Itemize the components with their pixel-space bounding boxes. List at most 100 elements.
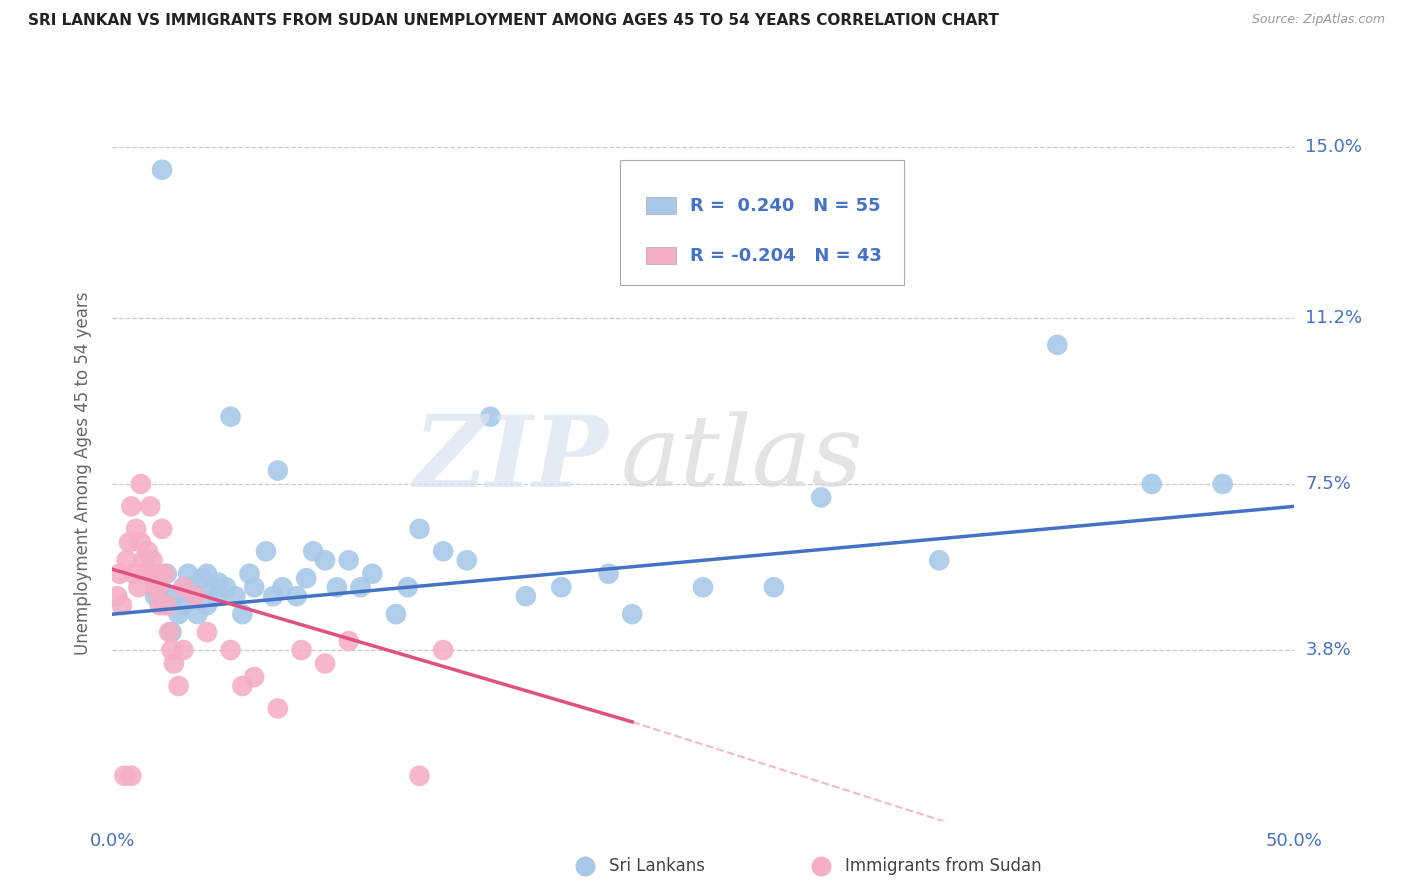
Point — [105, 589, 128, 603]
Point — [156, 566, 179, 581]
Point — [408, 769, 430, 783]
Point — [396, 580, 419, 594]
Point — [219, 643, 242, 657]
Point — [231, 607, 253, 622]
FancyBboxPatch shape — [620, 160, 904, 285]
Point — [186, 607, 208, 622]
Point — [163, 657, 186, 671]
Point — [285, 589, 308, 603]
Point — [408, 522, 430, 536]
Point — [143, 580, 166, 594]
Point — [243, 580, 266, 594]
Point — [149, 580, 172, 594]
Point — [167, 679, 190, 693]
Point — [179, 580, 201, 594]
Point — [150, 162, 173, 177]
Point — [231, 679, 253, 693]
Point — [337, 553, 360, 567]
Point — [1046, 338, 1069, 352]
Text: 11.2%: 11.2% — [1305, 309, 1362, 326]
Text: R = -0.204   N = 43: R = -0.204 N = 43 — [690, 247, 882, 265]
Point — [120, 769, 142, 783]
Point — [112, 769, 135, 783]
Point — [243, 670, 266, 684]
Point — [928, 553, 950, 567]
Point — [136, 544, 159, 558]
Point — [172, 643, 194, 657]
Point — [146, 580, 169, 594]
Point — [598, 566, 620, 581]
Text: 7.5%: 7.5% — [1305, 475, 1351, 493]
Point — [167, 607, 190, 622]
Point — [111, 598, 134, 612]
Point — [762, 580, 785, 594]
Point — [108, 566, 131, 581]
Text: ZIP: ZIP — [413, 410, 609, 507]
Point — [515, 589, 537, 603]
Point — [1212, 477, 1234, 491]
Point — [135, 566, 157, 581]
Point — [254, 544, 277, 558]
Point — [361, 566, 384, 581]
Text: R =  0.240   N = 55: R = 0.240 N = 55 — [690, 196, 880, 215]
Point — [238, 566, 260, 581]
Point — [201, 580, 224, 594]
Point — [337, 634, 360, 648]
Point — [127, 580, 149, 594]
Point — [139, 566, 162, 581]
Point — [810, 491, 832, 505]
Point — [153, 566, 176, 581]
Point — [172, 580, 194, 594]
Point — [153, 598, 176, 612]
Point — [224, 589, 246, 603]
Point — [290, 643, 312, 657]
Point — [149, 566, 172, 581]
Text: SRI LANKAN VS IMMIGRANTS FROM SUDAN UNEMPLOYMENT AMONG AGES 45 TO 54 YEARS CORRE: SRI LANKAN VS IMMIGRANTS FROM SUDAN UNEM… — [28, 13, 1000, 29]
Point — [432, 544, 454, 558]
Point — [172, 598, 194, 612]
Text: 15.0%: 15.0% — [1305, 138, 1362, 156]
Point — [172, 580, 194, 594]
Point — [271, 580, 294, 594]
Point — [122, 566, 145, 581]
Point — [479, 409, 502, 424]
Point — [149, 598, 172, 612]
Point — [314, 657, 336, 671]
Point — [184, 589, 207, 603]
Point — [191, 571, 214, 585]
Point — [550, 580, 572, 594]
Point — [139, 500, 162, 514]
Point — [195, 566, 218, 581]
Point — [118, 535, 141, 549]
Point — [219, 409, 242, 424]
Text: Sri Lankans: Sri Lankans — [609, 857, 704, 875]
Point — [262, 589, 284, 603]
FancyBboxPatch shape — [647, 197, 676, 214]
Point — [115, 553, 138, 567]
Point — [156, 598, 179, 612]
Point — [208, 575, 231, 590]
Point — [456, 553, 478, 567]
Point — [177, 566, 200, 581]
Point — [163, 589, 186, 603]
Text: atlas: atlas — [620, 411, 863, 507]
Point — [1140, 477, 1163, 491]
Point — [129, 535, 152, 549]
Point — [349, 580, 371, 594]
Text: Immigrants from Sudan: Immigrants from Sudan — [845, 857, 1042, 875]
Point — [160, 643, 183, 657]
Point — [267, 463, 290, 477]
Point — [195, 625, 218, 640]
Text: 3.8%: 3.8% — [1305, 641, 1351, 659]
Point — [129, 477, 152, 491]
Point — [157, 625, 180, 640]
Point — [215, 580, 238, 594]
Point — [692, 580, 714, 594]
Point — [295, 571, 318, 585]
Y-axis label: Unemployment Among Ages 45 to 54 years: Unemployment Among Ages 45 to 54 years — [73, 291, 91, 655]
Point — [314, 553, 336, 567]
Point — [205, 589, 228, 603]
Point — [143, 589, 166, 603]
Point — [302, 544, 325, 558]
Point — [160, 625, 183, 640]
